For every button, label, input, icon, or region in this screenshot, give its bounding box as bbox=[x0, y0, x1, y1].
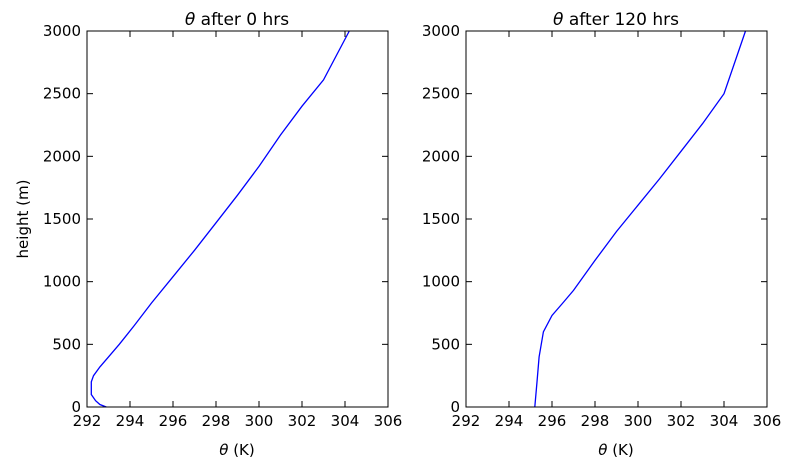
y-tick-label: 1000 bbox=[43, 273, 81, 291]
y-tick-label: 0 bbox=[71, 398, 81, 416]
chart-title: θ after 120 hrs bbox=[553, 10, 679, 30]
y-tick-label: 1500 bbox=[43, 210, 81, 228]
y-tick-label: 500 bbox=[52, 335, 81, 353]
x-tick-label: 306 bbox=[753, 412, 782, 430]
series-line bbox=[534, 30, 747, 408]
x-tick-label: 294 bbox=[116, 412, 145, 430]
y-tick-label: 1000 bbox=[422, 273, 460, 291]
plot-frame bbox=[465, 30, 768, 408]
x-tick-label: 292 bbox=[73, 412, 102, 430]
x-axis-label: θ (K) bbox=[219, 441, 255, 458]
x-tick-label: 302 bbox=[667, 412, 696, 430]
x-tick-label: 292 bbox=[452, 412, 481, 430]
y-axis-label: height (m) bbox=[14, 180, 32, 259]
x-tick-label: 300 bbox=[624, 412, 653, 430]
x-tick-label: 304 bbox=[331, 412, 360, 430]
y-tick-label: 0 bbox=[450, 398, 460, 416]
plot-frame bbox=[86, 30, 389, 408]
x-tick-label: 294 bbox=[495, 412, 524, 430]
x-tick-label: 296 bbox=[159, 412, 188, 430]
x-tick-label: 300 bbox=[245, 412, 274, 430]
y-tick-label: 2000 bbox=[422, 147, 460, 165]
x-axis-label: θ (K) bbox=[598, 441, 634, 458]
y-tick-label: 2500 bbox=[422, 85, 460, 103]
chart-panel-after-0-hrs: θ after 0 hrs θ (K) height (m) 292 294 296… bbox=[14, 10, 402, 458]
chart-panel-after-120-hrs: θ after 120 hrs θ (K) 292 294 296 298 300 302… bbox=[422, 10, 782, 458]
x-tick-label: 296 bbox=[538, 412, 567, 430]
y-tick-label: 2500 bbox=[43, 85, 81, 103]
y-tick-label: 1500 bbox=[422, 210, 460, 228]
x-tick-label: 298 bbox=[581, 412, 610, 430]
y-tick-label: 3000 bbox=[422, 22, 460, 40]
x-tick-label: 298 bbox=[202, 412, 231, 430]
chart-title: θ after 0 hrs bbox=[185, 10, 289, 30]
series-line bbox=[90, 30, 350, 408]
y-tick-label: 3000 bbox=[43, 22, 81, 40]
y-tick-label: 2000 bbox=[43, 147, 81, 165]
x-tick-label: 306 bbox=[374, 412, 403, 430]
x-tick-label: 302 bbox=[288, 412, 317, 430]
x-tick-label: 304 bbox=[710, 412, 739, 430]
y-tick-label: 500 bbox=[431, 335, 460, 353]
